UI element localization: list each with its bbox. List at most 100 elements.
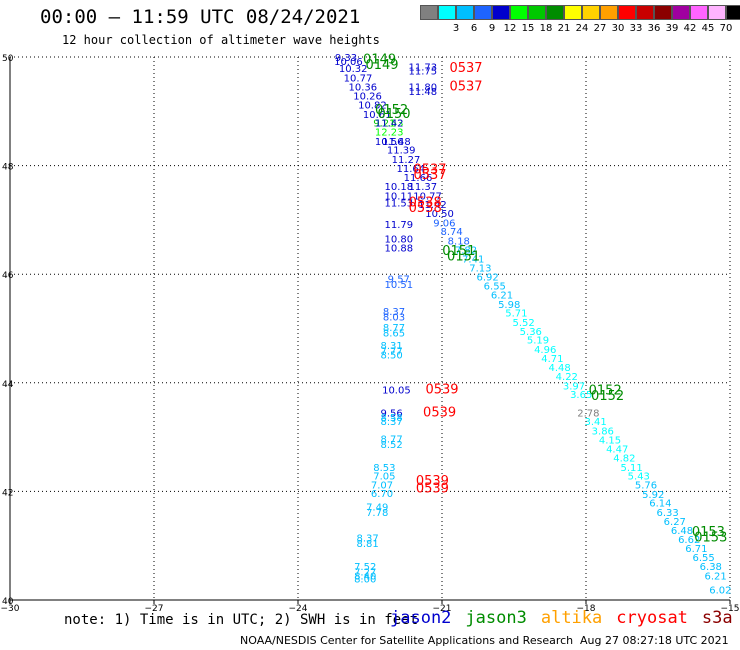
wave-height-label: 8.65 [383, 329, 405, 340]
wave-height-label: 10.80 [384, 235, 413, 246]
legend-label: 30 [611, 23, 625, 34]
legend-swatch [564, 5, 582, 20]
wave-height-label: 5.92 [642, 490, 664, 501]
wave-height-label: 6.21 [491, 291, 513, 302]
pass-time-label: 0152 [589, 384, 622, 399]
wave-height-label: 11.79 [384, 220, 413, 231]
legend-swatch [582, 5, 600, 20]
wave-height-label: 8.50 [380, 350, 402, 361]
pass-time-label: 0149 [363, 53, 396, 68]
wave-height-label: 11.64 [396, 164, 425, 175]
wave-height-label: 3.65 [570, 390, 592, 401]
legend-swatch [528, 5, 546, 20]
pass-time-label: 0153 [694, 530, 727, 545]
wave-height-label: 4.71 [541, 354, 563, 365]
legend-label: 45 [701, 23, 715, 34]
chart-title: 00:00 – 11:59 UTC 08/24/2021 [40, 6, 361, 28]
wave-height-label: 10.32 [339, 64, 368, 75]
wave-height-label: 11.48 [382, 137, 411, 148]
wave-height-label: 8.40 [354, 571, 376, 582]
legend-swatch [708, 5, 726, 20]
wave-height-label: 3.86 [592, 426, 614, 437]
wave-height-label: 8.77 [383, 323, 405, 334]
wave-height-label: 10.11 [384, 191, 413, 202]
legend-label: 18 [539, 23, 553, 34]
pass-time-label: 0537 [413, 168, 446, 183]
legend-swatch [510, 5, 528, 20]
legend-swatch [456, 5, 474, 20]
pass-time-label: 0153 [692, 525, 725, 540]
legend-swatch [636, 5, 654, 20]
x-tick-label: −18 [577, 604, 596, 614]
wave-height-label: 9.21 [373, 119, 395, 130]
y-tick-label: 48 [2, 163, 14, 173]
satellite-legend-item: altika [540, 608, 603, 628]
y-tick-label: 42 [2, 488, 13, 498]
wave-height-label: 8.37 [383, 307, 405, 318]
wave-height-label: 3.97 [563, 381, 585, 392]
y-tick-label: 40 [2, 597, 14, 607]
pass-time-label: 0149 [365, 58, 398, 73]
pass-time-label: 0538 [409, 201, 442, 216]
wave-height-label: 11.75 [408, 66, 437, 77]
wave-height-label: 7.82 [455, 246, 477, 257]
wave-height-label: 6.38 [700, 562, 722, 573]
legend-label: 21 [557, 23, 571, 34]
wave-height-label: 10.88 [384, 243, 413, 254]
wave-height-label: 6.71 [685, 544, 707, 555]
legend-label: 70 [719, 23, 733, 34]
wave-height-label: 4.48 [548, 363, 570, 374]
wave-height-label: 11.48 [408, 87, 437, 98]
wave-height-label: 7.07 [371, 481, 393, 492]
wave-height-label: 5.36 [520, 327, 542, 338]
legend-swatch [420, 5, 438, 20]
pass-time-label: 0538 [409, 195, 442, 210]
pass-time-label: 0537 [449, 61, 482, 76]
wave-height-label: 8.31 [380, 341, 402, 352]
wave-height-label: 10.51 [384, 280, 413, 291]
wave-height-label: 5.71 [505, 309, 527, 320]
y-tick-label: 44 [2, 380, 14, 390]
wave-height-label: 10.05 [382, 386, 411, 397]
legend-label: 3 [452, 23, 460, 34]
pass-time-label: 0539 [423, 405, 456, 420]
wave-height-label: 4.15 [599, 436, 621, 447]
wave-height-label: 8.53 [373, 463, 395, 474]
wave-height-label: 8.81 [356, 539, 378, 550]
x-tick-label: −15 [721, 604, 740, 614]
satellite-legend-item: s3a [701, 608, 733, 628]
wave-height-label: 4.22 [556, 372, 578, 383]
satellite-legend: jason2 jason3 altika cryosat s3a [390, 608, 740, 628]
wave-height-label: 7.49 [366, 502, 388, 513]
credit-text: NOAA/NESDIS Center for Satellite Applica… [240, 634, 574, 647]
wave-height-label: 5.19 [527, 336, 549, 347]
wave-height-label: 6.92 [476, 273, 498, 284]
wave-height-label: 8.03 [383, 312, 405, 323]
wave-height-label: 11.53 [375, 119, 404, 130]
wave-height-label: 11.73 [408, 63, 437, 74]
wave-height-label: 8.52 [380, 440, 402, 451]
x-tick-label: −30 [1, 604, 20, 614]
wave-height-label: 11.42 [375, 119, 404, 130]
generated-timestamp: Aug 27 08:27:18 UTC 2021 [580, 634, 729, 647]
legend-label: 24 [575, 23, 589, 34]
satellite-legend-item: cryosat [616, 608, 688, 628]
pass-time-label: 0539 [425, 383, 458, 398]
wave-height-label: 10.18 [384, 182, 413, 193]
wave-height-label: 10.56 [375, 137, 404, 148]
wave-height-label: 12.23 [375, 128, 404, 139]
wave-height-label: 8.74 [440, 227, 462, 238]
pass-time-label: 0151 [447, 250, 480, 265]
legend-swatch [438, 5, 456, 20]
wave-height-label: 8.37 [380, 417, 402, 428]
wave-height-label: 10.26 [353, 91, 382, 102]
chart-subtitle: 12 hour collection of altimeter wave hei… [62, 33, 380, 47]
wave-height-label: 11.39 [387, 146, 416, 157]
wave-height-label: 11.42 [418, 200, 447, 211]
y-tick-label: 46 [2, 271, 14, 281]
legend-label: 6 [470, 23, 478, 34]
wave-height-label: 7.27 [354, 568, 376, 579]
wave-height-label: 9.57 [388, 274, 410, 285]
wave-height-label: 10.82 [358, 101, 387, 112]
